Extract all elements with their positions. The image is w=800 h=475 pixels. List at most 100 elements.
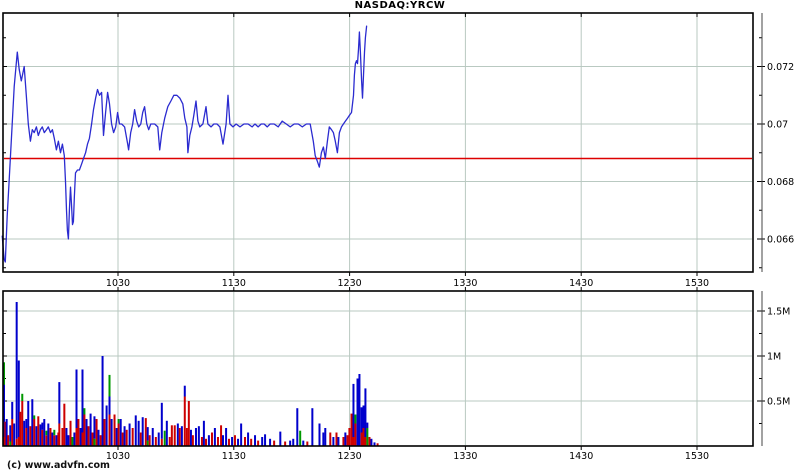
volume-bar-segment xyxy=(247,432,250,446)
volume-bar-segment xyxy=(121,432,124,446)
volume-bar-segment xyxy=(4,421,7,446)
volume-bar-segment xyxy=(292,438,295,446)
volume-bar-segment xyxy=(344,432,347,446)
volume-bar-segment xyxy=(61,428,64,446)
volume-bar-segment xyxy=(296,408,299,446)
volume-bar-segment xyxy=(220,425,223,446)
volume-bar-segment xyxy=(51,432,54,446)
volume-bar-segment xyxy=(163,430,166,446)
volume-bar-segment xyxy=(160,438,163,446)
volume-bar-segment xyxy=(225,428,228,446)
x-tick-label-bottom: 1430 xyxy=(569,451,593,462)
price-tick-label: 0.072 xyxy=(767,62,794,73)
volume-bar-segment xyxy=(168,437,171,446)
volume-bar-segment xyxy=(15,302,18,439)
volume-bar-segment xyxy=(187,401,190,446)
volume-bar-segment xyxy=(81,432,84,446)
volume-bar-segment xyxy=(273,440,276,446)
x-tick-label-mid: 1330 xyxy=(453,278,477,289)
price-panel-border xyxy=(2,12,754,273)
volume-bar-segment xyxy=(160,402,163,439)
volume-bar-segment xyxy=(354,423,357,446)
volume-bar-segment xyxy=(360,407,363,433)
x-tick-label-bottom: 1330 xyxy=(453,451,477,462)
volume-bar-segment xyxy=(41,422,44,430)
volume-bar-segment xyxy=(221,435,224,446)
volume-bar-segment xyxy=(99,435,102,446)
volume-bar-segment xyxy=(370,438,373,446)
volume-bar-segment xyxy=(269,438,272,446)
volume-bar-segment xyxy=(5,419,8,446)
volume-bar-segment xyxy=(141,417,144,446)
volume-bar-segment xyxy=(257,440,260,446)
volume-bar-segment xyxy=(231,437,234,446)
volume-bar-segment xyxy=(105,405,108,446)
volume-bar-segment xyxy=(103,419,106,446)
volume-bar-segment xyxy=(185,428,188,446)
volume-bar-segment xyxy=(39,424,42,446)
x-tick-label-bottom: 1230 xyxy=(338,451,362,462)
volume-bar-segment xyxy=(21,401,24,446)
volume-bar-segment xyxy=(213,428,216,446)
volume-bar-segment xyxy=(108,414,111,446)
volume-bar-segment xyxy=(110,419,113,446)
volume-bar-segment xyxy=(148,435,151,446)
volume-tick-label: 0.5M xyxy=(767,397,790,408)
volume-bar-segment xyxy=(19,411,22,446)
volume-bar-segment xyxy=(73,432,76,446)
volume-bar-segment xyxy=(237,438,240,446)
volume-bar-segment xyxy=(233,435,236,446)
x-tick-label-bottom: 1030 xyxy=(106,451,130,462)
volume-bar-segment xyxy=(178,428,181,446)
x-tick-label-mid: 1230 xyxy=(338,278,362,289)
volume-bar-segment xyxy=(254,435,257,446)
volume-bar-segment xyxy=(337,437,340,446)
price-tick-label: 0.07 xyxy=(767,120,788,131)
volume-bar-segment xyxy=(108,396,111,415)
volume-bar-segment xyxy=(125,429,128,446)
volume-bar-segment xyxy=(250,438,253,446)
volume-bar-segment xyxy=(75,428,78,446)
x-tick-label-mid: 1030 xyxy=(106,278,130,289)
volume-bar-segment xyxy=(11,401,14,419)
volume-bar-segment xyxy=(329,432,332,446)
volume-bar-segment xyxy=(176,423,179,446)
volume-tick-label: 1.5M xyxy=(767,307,790,318)
volume-tick-label: 1M xyxy=(767,352,781,363)
volume-bar-segment xyxy=(123,426,126,446)
price-tick-label: 0.066 xyxy=(767,235,794,246)
volume-bar-segment xyxy=(335,432,338,446)
volume-bar-segment xyxy=(87,426,90,446)
volume-bar-segment xyxy=(364,388,367,437)
volume-bar-segment xyxy=(93,438,96,446)
advfn-watermark: (c) www.advfn.com xyxy=(7,460,110,471)
volume-bar-segment xyxy=(58,423,61,446)
x-tick-label-bottom: 1530 xyxy=(685,451,709,462)
volume-bar-segment xyxy=(95,419,98,446)
volume-bar-segment xyxy=(63,403,66,446)
volume-bar-segment xyxy=(93,416,96,439)
volume-bar-segment xyxy=(3,384,5,437)
volume-bar-segment xyxy=(45,435,48,446)
volume-bar-segment xyxy=(173,425,176,446)
volume-bar-segment xyxy=(71,437,74,446)
volume-bar-segment xyxy=(243,437,246,446)
volume-bar-segment xyxy=(53,435,56,446)
volume-bar-segment xyxy=(7,435,10,446)
volume-bar-segment xyxy=(89,413,92,446)
volume-bar-segment xyxy=(53,429,56,436)
volume-bar-segment xyxy=(29,426,32,446)
volume-bar-segment xyxy=(37,416,40,446)
volume-bar-segment xyxy=(189,429,192,446)
volume-bar-segment xyxy=(134,415,137,446)
volume-bar-segment xyxy=(373,442,376,446)
volume-bar-segment xyxy=(31,399,34,446)
volume-bar-segment xyxy=(108,374,111,397)
volume-bar-segment xyxy=(202,420,205,446)
volume-bar-segment xyxy=(67,435,70,446)
volume-bar-segment xyxy=(23,420,26,446)
volume-bar-segment xyxy=(47,423,50,446)
volume-bar-segment xyxy=(352,437,355,446)
volume-bar-segment xyxy=(368,437,371,446)
